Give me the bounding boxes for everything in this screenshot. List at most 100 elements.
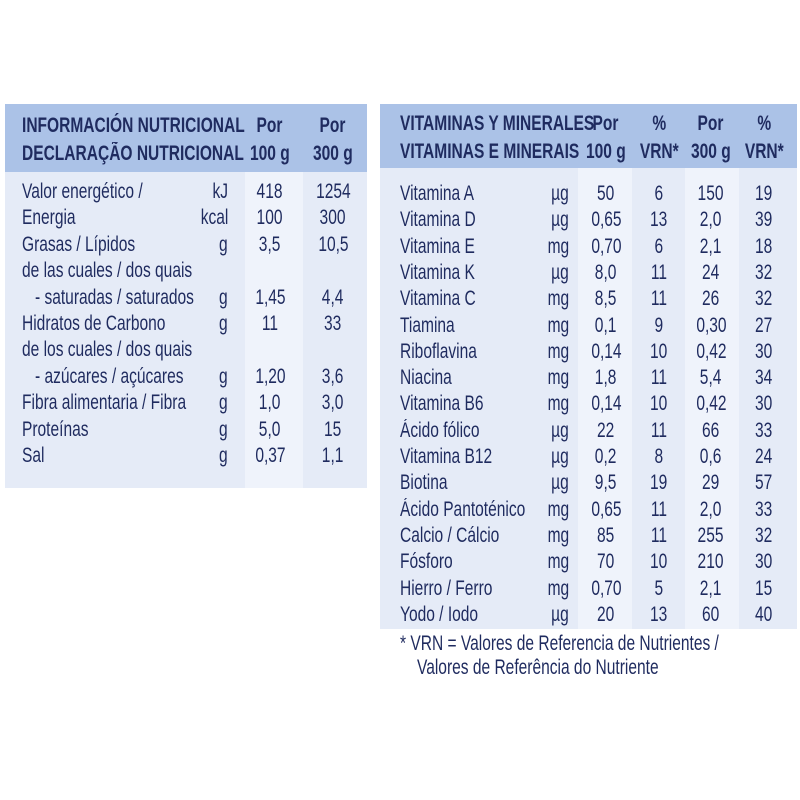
nutrient-label: Vitamina B6 <box>400 392 484 416</box>
nutrient-label: Fósforo <box>400 550 453 574</box>
value-per-100g: 418 <box>257 180 283 203</box>
value-per-300g: 2,0 <box>700 208 722 232</box>
unit: g <box>219 364 228 388</box>
vrn-per-300g: 57 <box>755 471 773 495</box>
nutrient-label: Vitamina D <box>400 208 476 232</box>
value-per-300g: 2,1 <box>700 576 722 600</box>
value-per-300g: 1,1 <box>322 444 344 467</box>
value-per-100g: 8,0 <box>595 260 617 284</box>
table-row: Vitamina D µg 0,65 13 2,0 39 <box>380 207 797 233</box>
column-stripe <box>578 168 632 629</box>
unit: µg <box>551 445 569 468</box>
unit: mg <box>547 287 569 311</box>
value-per-100g: 0,65 <box>590 208 622 232</box>
vrn-per-100g: 11 <box>650 366 668 390</box>
vrn-per-100g: 11 <box>650 287 668 311</box>
value-per-100g <box>240 337 300 363</box>
table-row: Vitamina E mg 0,70 6 2,1 18 <box>380 234 797 260</box>
vitamins-title-pt: VITAMINAS E MINERAIS <box>400 140 580 163</box>
unit: µg <box>551 471 569 495</box>
nutrient-label: Hierro / Ferro <box>400 576 493 600</box>
table-row: Tiamina mg 0,1 9 0,30 27 <box>380 313 797 339</box>
value-per-100g: 100 <box>257 206 283 230</box>
col-per300-header: Por <box>320 114 346 137</box>
value-per-300g: 0,42 <box>695 339 727 363</box>
col-per100-header: 100 g <box>250 142 290 165</box>
table-row: Biotina µg 9,5 19 29 57 <box>380 470 797 496</box>
vrn-per-300g: 32 <box>755 260 773 284</box>
unit: kcal <box>200 206 228 230</box>
nutrition-title-pt: DECLARAÇÃO NUTRICIONAL <box>22 142 244 165</box>
vrn-per-100g: 6 <box>654 234 664 258</box>
unit: µg <box>551 260 569 284</box>
vrn-per-300g: 18 <box>755 234 773 258</box>
table-row: Grasas / Lípidos g 3,5 10,5 <box>5 232 367 258</box>
vrn-per-100g: 11 <box>650 523 668 547</box>
unit: mg <box>547 497 569 521</box>
nutrient-label: Vitamina K <box>400 260 475 284</box>
vrn-per-300g: 19 <box>755 182 773 205</box>
value-per-100g: 3,5 <box>259 232 281 256</box>
vrn-per-100g: 10 <box>650 550 668 574</box>
unit: mg <box>547 313 569 337</box>
value-per-300g: 150 <box>698 182 724 205</box>
table-row: Hidratos de Carbono g 11 33 <box>5 311 367 337</box>
footnote: * VRN = Valores de Referencia de Nutrien… <box>400 632 800 680</box>
value-per-300g: 24 <box>702 260 720 284</box>
value-per-100g: 0,2 <box>595 445 617 468</box>
nutrient-label: Sal <box>22 444 45 467</box>
value-per-300g <box>303 258 363 284</box>
value-per-300g: 29 <box>702 471 720 495</box>
value-per-100g: 0,37 <box>254 444 286 467</box>
value-per-100g: 1,0 <box>259 391 281 415</box>
value-per-300g: 33 <box>324 312 342 335</box>
vrn-per-100g: 9 <box>654 313 664 337</box>
col-per300-header: Por <box>698 112 724 135</box>
nutrient-label: - azúcares / açúcares <box>22 364 184 388</box>
nutrient-label: Yodo / Iodo <box>400 602 479 626</box>
table-row: Vitamina B6 mg 0,14 10 0,42 30 <box>380 391 797 417</box>
nutrient-label: - saturadas / saturados <box>22 285 194 309</box>
unit: kJ <box>212 180 228 203</box>
table-row: Riboflavina mg 0,14 10 0,42 30 <box>380 339 797 365</box>
vrn-per-300g: 34 <box>755 366 773 390</box>
vitamins-table-header: VITAMINAS Y MINERALES VITAMINAS E MINERA… <box>380 104 797 168</box>
vitamins-title-es: VITAMINAS Y MINERALES <box>400 112 595 135</box>
table-row: Yodo / Iodo µg 20 13 60 40 <box>380 602 797 628</box>
value-per-300g: 4,4 <box>322 285 344 309</box>
vrn-per-300g: 32 <box>755 523 773 547</box>
vrn-per-100g: 11 <box>650 418 668 442</box>
value-per-100g: 0,70 <box>590 234 622 258</box>
vrn-per-300g: 30 <box>755 550 773 574</box>
vrn-per-300g: 33 <box>755 497 773 521</box>
value-per-300g: 60 <box>702 602 720 626</box>
value-per-300g: 1254 <box>315 180 351 203</box>
value-per-300g: 26 <box>702 287 720 311</box>
value-per-300g: 5,4 <box>700 366 722 390</box>
vrn-per-100g: 10 <box>650 339 668 363</box>
col-vrn100-header: % <box>652 112 666 135</box>
vrn-per-100g: 11 <box>650 497 668 521</box>
table-row: Ácido Pantoténico mg 0,65 11 2,0 33 <box>380 497 797 523</box>
unit: mg <box>547 576 569 600</box>
nutrient-label: Grasas / Lípidos <box>22 232 136 256</box>
unit: mg <box>547 550 569 574</box>
table-row: de las cuales / dos quais <box>5 258 367 284</box>
value-per-100g: 22 <box>597 418 615 442</box>
unit: g <box>219 285 228 309</box>
vrn-per-300g: 39 <box>755 208 773 232</box>
table-row: Hierro / Ferro mg 0,70 5 2,1 15 <box>380 576 797 602</box>
value-per-300g: 2,0 <box>700 497 722 521</box>
value-per-100g: 5,0 <box>259 417 281 441</box>
value-per-300g: 255 <box>698 523 724 547</box>
table-row: - saturadas / saturados g 1,45 4,4 <box>5 285 367 311</box>
unit: g <box>219 232 228 256</box>
value-per-100g: 0,1 <box>595 313 617 337</box>
table-row: - azúcares / açúcares g 1,20 3,6 <box>5 364 367 390</box>
unit: µg <box>551 418 569 442</box>
col-vrn300-header: VRN* <box>744 140 784 163</box>
column-stripe <box>685 168 739 629</box>
value-per-100g: 1,45 <box>254 285 286 309</box>
table-row: Fósforo mg 70 10 210 30 <box>380 549 797 575</box>
nutrient-label: Proteínas <box>22 417 89 441</box>
